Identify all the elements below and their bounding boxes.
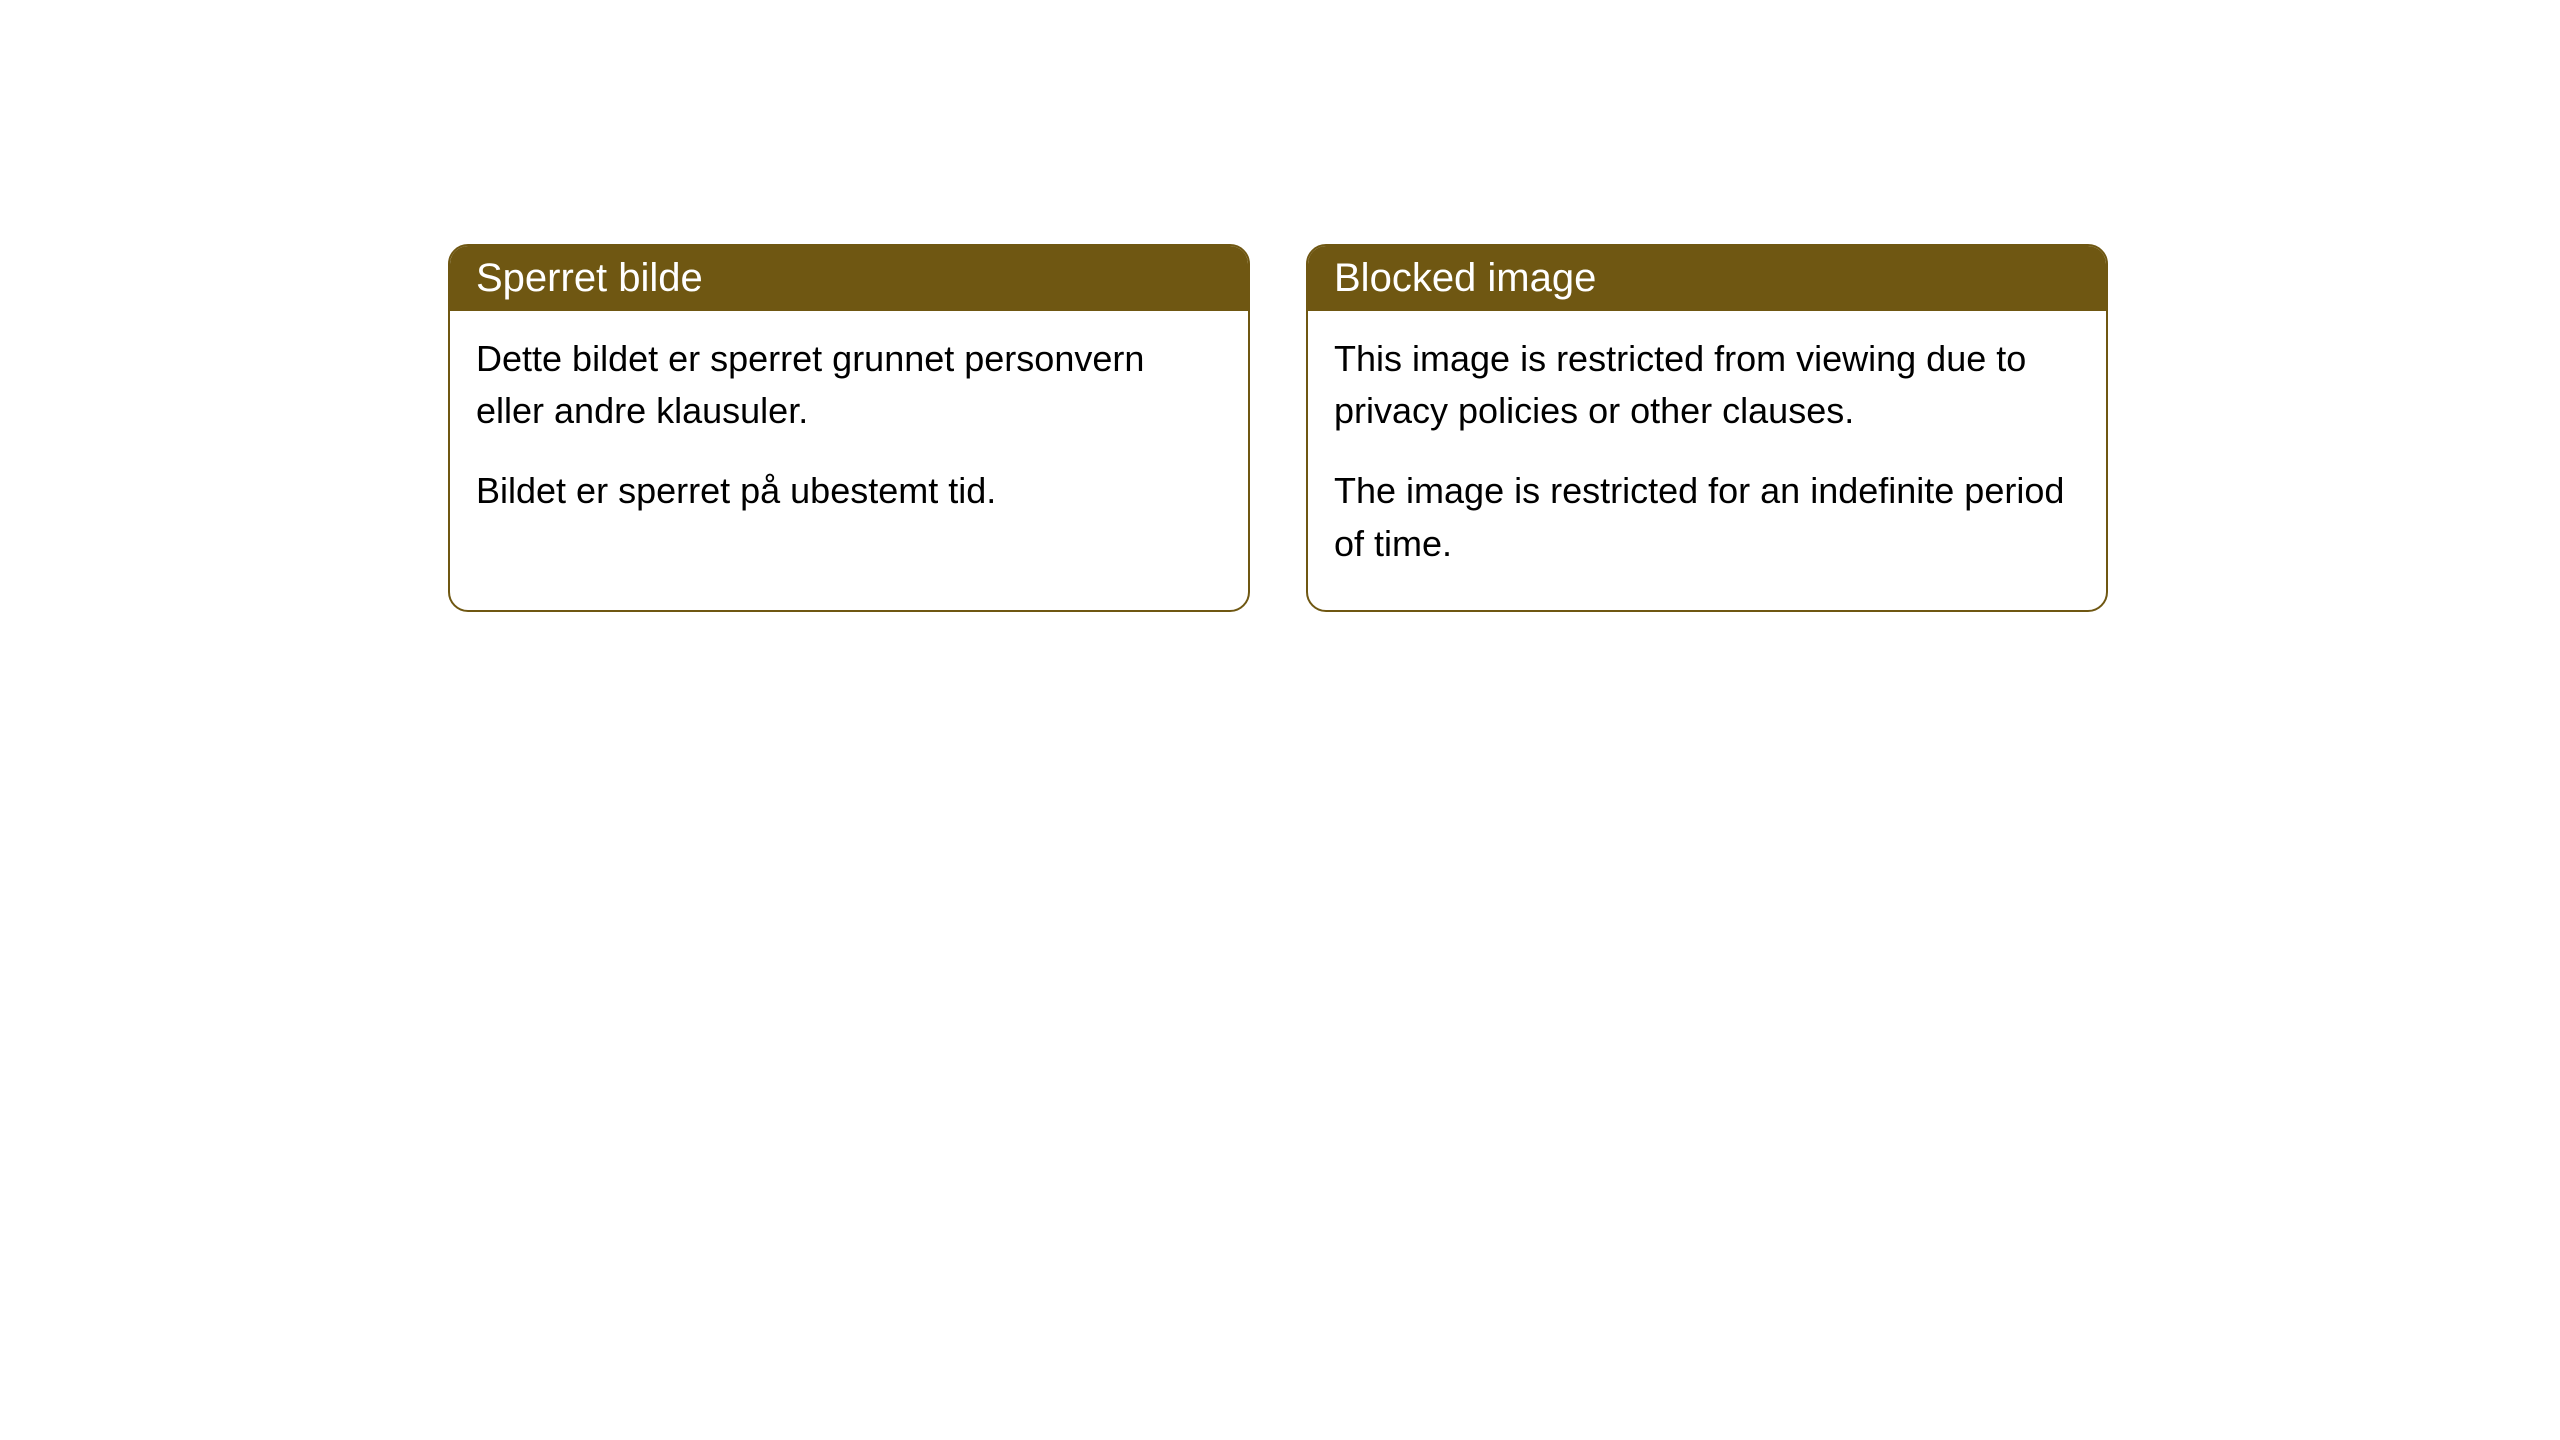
card-header-english: Blocked image [1308, 246, 2106, 311]
card-paragraph: This image is restricted from viewing du… [1334, 333, 2080, 437]
card-body-english: This image is restricted from viewing du… [1308, 311, 2106, 610]
card-english: Blocked image This image is restricted f… [1306, 244, 2108, 612]
card-paragraph: Dette bildet er sperret grunnet personve… [476, 333, 1222, 437]
card-paragraph: Bildet er sperret på ubestemt tid. [476, 465, 1222, 517]
card-header-norwegian: Sperret bilde [450, 246, 1248, 311]
card-body-norwegian: Dette bildet er sperret grunnet personve… [450, 311, 1248, 558]
card-paragraph: The image is restricted for an indefinit… [1334, 465, 2080, 569]
cards-container: Sperret bilde Dette bildet er sperret gr… [448, 244, 2108, 612]
card-norwegian: Sperret bilde Dette bildet er sperret gr… [448, 244, 1250, 612]
